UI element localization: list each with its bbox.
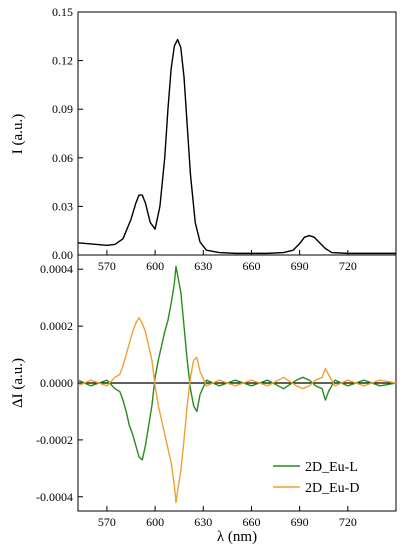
bottom-y-tick-label: 0.0000 [40, 376, 73, 390]
bottom-x-tick-label: 720 [339, 515, 357, 529]
bottom-x-tick-label: 660 [242, 515, 260, 529]
top-y-axis-title: I (a.u.) [10, 114, 26, 154]
top-y-tick-label: 0.00 [52, 248, 73, 262]
bottom-x-tick-label: 600 [146, 515, 164, 529]
legend-label-2d-eu-l: 2D_Eu-L [305, 460, 358, 475]
bottom-y-tick-label: -0.0002 [36, 433, 73, 447]
top-plot-frame [77, 11, 397, 256]
top-x-tick-label: 690 [291, 259, 309, 273]
bottom-x-tick-label: 570 [98, 515, 116, 529]
x-axis-title: λ (nm) [217, 529, 257, 545]
legend-label-2d-eu-d: 2D_Eu-D [305, 481, 359, 496]
top-spectrum-line [77, 38, 396, 255]
top-y-tick-label: 0.15 [52, 5, 73, 19]
top-x-tick-label: 630 [194, 259, 212, 273]
top-y-tick-label: 0.12 [52, 54, 73, 68]
top-y-tick-label: 0.09 [52, 102, 73, 116]
bottom-y-tick-label: 0.0004 [40, 262, 73, 276]
top-y-tick-label: 0.06 [52, 151, 73, 165]
top-y-tick-label: 0.03 [52, 199, 73, 213]
bottom-y-axis-title: ΔI (a.u.) [10, 358, 26, 408]
top-x-tick-label: 660 [242, 259, 260, 273]
top-x-tick-label: 720 [339, 259, 357, 273]
bottom-y-tick-label: -0.0004 [36, 490, 73, 504]
2d-eu-l-line [77, 265, 397, 461]
top-series-group [77, 38, 396, 255]
top-axis-ticks: 570 600 630 660 690 720 0.00 0.03 0.06 0.09 0.12 0.… [52, 5, 357, 273]
bottom-series-group [77, 265, 397, 504]
legend: 2D_Eu-L 2D_Eu-D [273, 460, 359, 496]
bottom-x-tick-label: 630 [194, 515, 212, 529]
bottom-axis-ticks: 570 600 630 660 690 720 0.0004 0.0002 0.0000 -0.0… [36, 262, 357, 529]
2d-eu-d-line [77, 316, 397, 504]
bottom-x-tick-label: 690 [291, 515, 309, 529]
top-x-tick-label: 570 [98, 259, 116, 273]
bottom-y-tick-label: 0.0002 [40, 319, 73, 333]
top-x-tick-label: 600 [146, 259, 164, 273]
